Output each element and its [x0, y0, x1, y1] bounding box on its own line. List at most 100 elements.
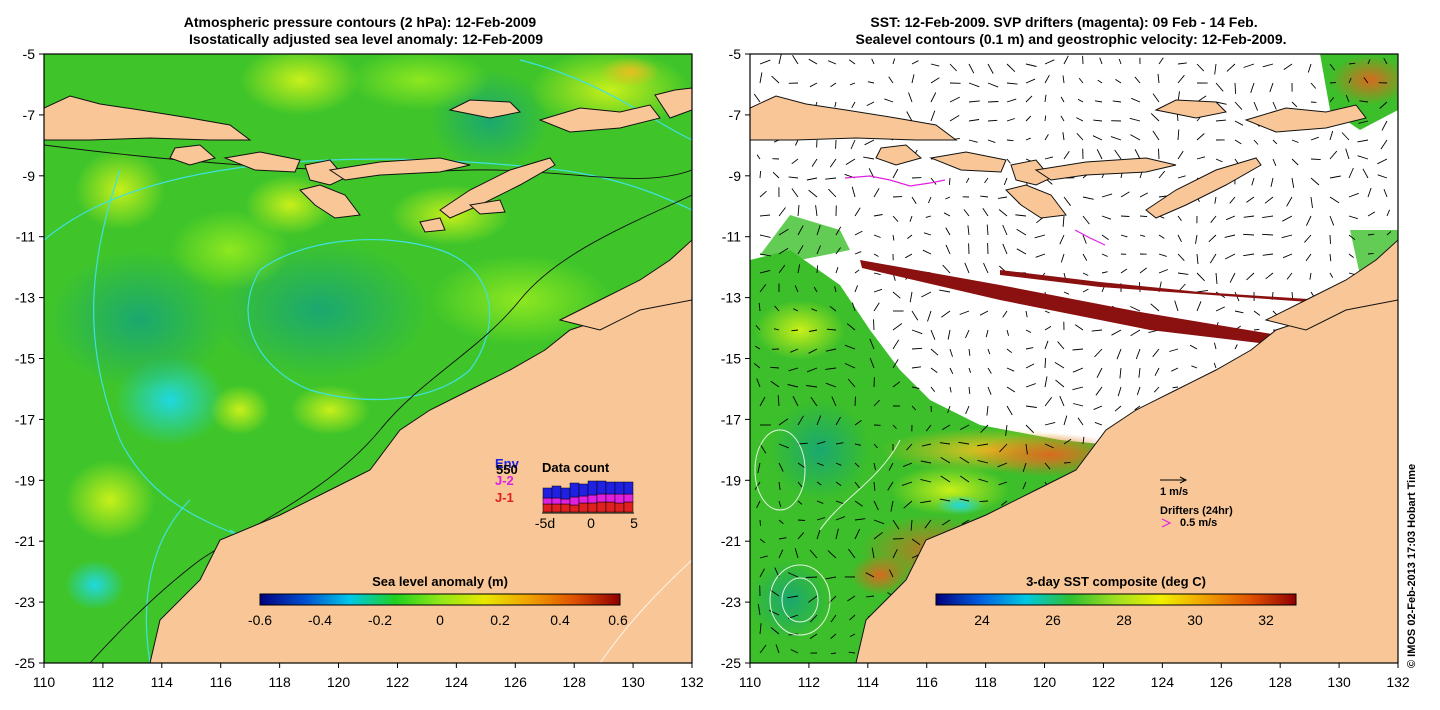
data-count-bar [605, 481, 616, 495]
velocity-scale-arrowhead [1179, 476, 1188, 484]
velocity-vector [759, 72, 763, 84]
velocity-vector [961, 519, 970, 525]
data-count-bar [623, 481, 634, 495]
velocity-vector [987, 348, 991, 355]
velocity-vector [1120, 234, 1128, 238]
velocity-vector [809, 633, 818, 639]
velocity-vector [791, 188, 799, 198]
velocity-vector [768, 609, 780, 616]
velocity-vector [871, 58, 875, 65]
velocity-vector [1189, 344, 1198, 350]
left-title-line2: Isostatically adjusted sea level anomaly… [189, 31, 543, 47]
sla-cb-tick: -0.2 [368, 612, 392, 628]
velocity-vector [1096, 367, 1103, 378]
velocity-vector [854, 269, 860, 274]
velocity-vector [854, 420, 862, 426]
velocity-vector [1158, 57, 1164, 65]
velocity-vector [773, 328, 780, 331]
velocity-vector [854, 285, 859, 293]
velocity-vector [809, 329, 818, 332]
velocity-vector [830, 614, 837, 623]
velocity-vector [830, 82, 837, 88]
data-count-bar [560, 503, 571, 513]
velocity-vector [1063, 291, 1070, 295]
velocity-vector [1025, 329, 1032, 333]
velocity-vector [797, 225, 804, 236]
velocity-vector [1063, 415, 1068, 426]
velocity-vector [1380, 139, 1388, 150]
velocity-vector [1139, 215, 1148, 218]
velocity-vector [888, 462, 894, 471]
right-y-tick-label: -5 [729, 46, 742, 62]
velocity-vector [1117, 386, 1122, 397]
velocity-vector [1329, 82, 1336, 84]
right-y-tick-label: -25 [721, 655, 741, 671]
right-x-tick-label: 128 [1269, 674, 1293, 690]
velocity-vector [1229, 272, 1236, 283]
velocity-vector [920, 500, 932, 504]
drifter-legend-title: Drifters (24hr) [1160, 505, 1233, 517]
velocity-vector [816, 245, 821, 255]
velocity-vector [998, 481, 1008, 486]
velocity-vector [1136, 386, 1141, 396]
velocity-scale-label: 1 m/s [1160, 486, 1188, 498]
sst-land-masses [750, 95, 1398, 663]
velocity-vector [778, 418, 789, 426]
velocity-vector [1243, 63, 1255, 68]
velocity-vector [825, 382, 837, 388]
velocity-vector [1022, 481, 1027, 490]
velocity-vector [863, 156, 875, 160]
velocity-vector [1076, 132, 1084, 141]
velocity-vector [1063, 438, 1072, 445]
right-x-tick-label: 114 [857, 674, 880, 690]
velocity-vector [892, 168, 899, 179]
velocity-vector [1153, 386, 1160, 393]
velocity-vector [1044, 376, 1048, 388]
velocity-vector [911, 366, 922, 369]
velocity-vector [778, 247, 789, 255]
velocity-vector [808, 348, 818, 354]
velocity-vector [925, 424, 932, 432]
velocity-vector [892, 549, 898, 559]
velocity-vector [835, 462, 842, 466]
velocity-vector [949, 367, 954, 374]
velocity-vector [849, 614, 856, 621]
velocity-vector [1329, 215, 1335, 226]
velocity-vector [987, 101, 999, 103]
velocity-vector [1082, 196, 1094, 200]
data-count-bar [560, 498, 571, 505]
velocity-vector [1367, 187, 1372, 198]
velocity-vector [1329, 272, 1334, 278]
velocity-vector [1093, 119, 1103, 122]
data-count-bar [551, 497, 562, 505]
velocity-vector [986, 224, 989, 236]
left-y-tick-label: -25 [15, 655, 35, 671]
velocity-vector [866, 595, 875, 598]
velocity-vector [1072, 367, 1084, 373]
velocity-vector [922, 249, 932, 255]
velocity-vector [965, 177, 970, 184]
velocity-vector [816, 462, 824, 467]
velocity-vector [813, 286, 818, 293]
velocity-vector [873, 272, 881, 276]
data-count-bar [596, 480, 607, 495]
velocity-vector [1377, 158, 1388, 165]
velocity-vector [1234, 139, 1242, 145]
velocity-vector [1282, 253, 1293, 259]
velocity-vector [1177, 272, 1189, 275]
velocity-vector [1291, 139, 1299, 143]
velocity-vector [1006, 367, 1015, 372]
velocity-vector [835, 500, 844, 505]
velocity-vector [1077, 98, 1084, 103]
velocity-vector [873, 302, 880, 312]
velocity-vector [1158, 234, 1165, 239]
sea-level-contours [754, 429, 901, 636]
velocity-vector [921, 443, 932, 447]
velocity-vector [1367, 211, 1376, 217]
velocity-vector [787, 572, 799, 578]
velocity-vector [873, 288, 883, 293]
velocity-vector [794, 285, 799, 293]
velocity-vector [1093, 405, 1103, 411]
velocity-vector [1253, 310, 1261, 316]
velocity-vector [967, 225, 970, 236]
